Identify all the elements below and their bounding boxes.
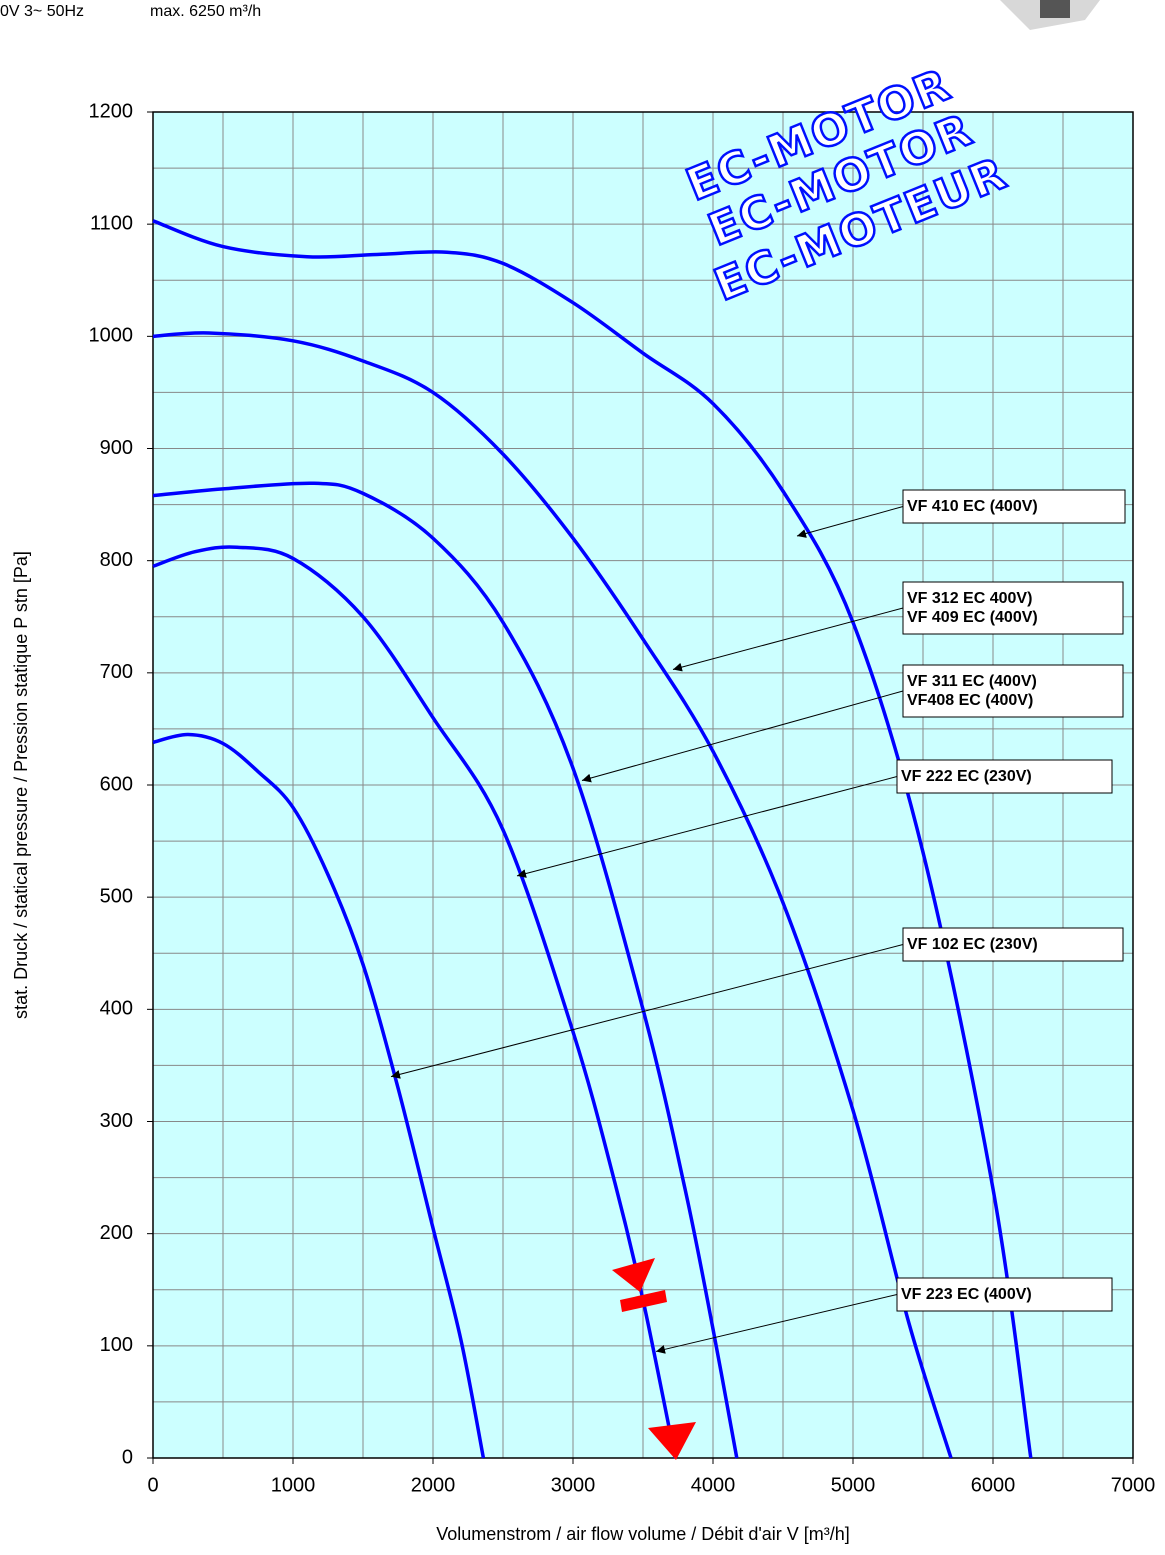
y-tick-label: 900	[100, 437, 133, 459]
annotation-arrow	[581, 690, 904, 783]
annotation-text: VF 102 EC (230V)	[907, 936, 1038, 953]
x-axis-label: Volumenstrom / air flow volume / Débit d…	[436, 1524, 850, 1544]
annotation-box	[896, 1277, 1113, 1312]
product-photo	[1000, 0, 1100, 30]
y-tick-label: 1000	[89, 325, 134, 347]
header-text: max. 6250 m³/h	[150, 3, 261, 20]
x-tick-label: 3000	[551, 1474, 596, 1496]
annotation-box	[902, 927, 1124, 962]
y-tick-label: 400	[100, 998, 133, 1020]
y-tick-label: 700	[100, 661, 133, 683]
fan-curve	[152, 545, 677, 1459]
x-tick-label: 4000	[691, 1474, 736, 1496]
y-tick-label: 800	[100, 549, 133, 571]
annotation-text: VF 223 EC (400V)	[901, 1286, 1032, 1303]
y-axis-label: stat. Druck / statical pressure / Pressi…	[11, 551, 31, 1019]
x-tick-label: 1000	[271, 1474, 316, 1496]
fan-curve	[152, 219, 1033, 1459]
annotation-text: VF 311 EC (400V)	[907, 673, 1037, 690]
y-tick-label: 1200	[89, 100, 134, 122]
annotation-box	[902, 489, 1126, 524]
annotation-arrow	[390, 944, 904, 1079]
red-markers	[612, 1258, 696, 1460]
x-tick-label: 5000	[831, 1474, 876, 1496]
header-text: 0V 3~ 50Hz	[0, 3, 84, 20]
plot-border	[152, 111, 1134, 1459]
y-tick-label: 600	[100, 773, 133, 795]
y-tick-label: 300	[100, 1110, 133, 1132]
annotation-text: VF 410 EC (400V)	[907, 498, 1038, 515]
x-tick-label: 0	[147, 1474, 158, 1496]
annotation-box	[902, 664, 1124, 718]
annotation-box	[902, 581, 1124, 635]
annotation-arrow	[516, 776, 898, 878]
y-tick-label: 0	[122, 1446, 133, 1468]
y-tick-label: 1100	[90, 212, 133, 234]
fan-curve	[152, 331, 953, 1459]
x-tick-label: 2000	[411, 1474, 456, 1496]
x-tick-label: 7000	[1111, 1474, 1156, 1496]
fan-curve	[152, 732, 486, 1459]
annotation-text: VF 312 EC 400V)	[907, 590, 1032, 607]
annotation-box	[896, 759, 1113, 794]
annotation-text: VF408 EC (400V)	[907, 692, 1033, 709]
annotation-arrow	[796, 506, 904, 538]
x-tick-label: 6000	[971, 1474, 1016, 1496]
y-tick-label: 500	[100, 885, 133, 907]
fan-curve	[152, 481, 739, 1459]
annotation-arrow	[655, 1294, 898, 1354]
annotation-text: VF 222 EC (230V)	[901, 768, 1032, 785]
y-tick-label: 100	[100, 1334, 133, 1356]
annotation-text: VF 409 EC (400V)	[907, 609, 1038, 626]
y-tick-label: 200	[100, 1222, 133, 1244]
annotation-arrow	[672, 607, 904, 672]
